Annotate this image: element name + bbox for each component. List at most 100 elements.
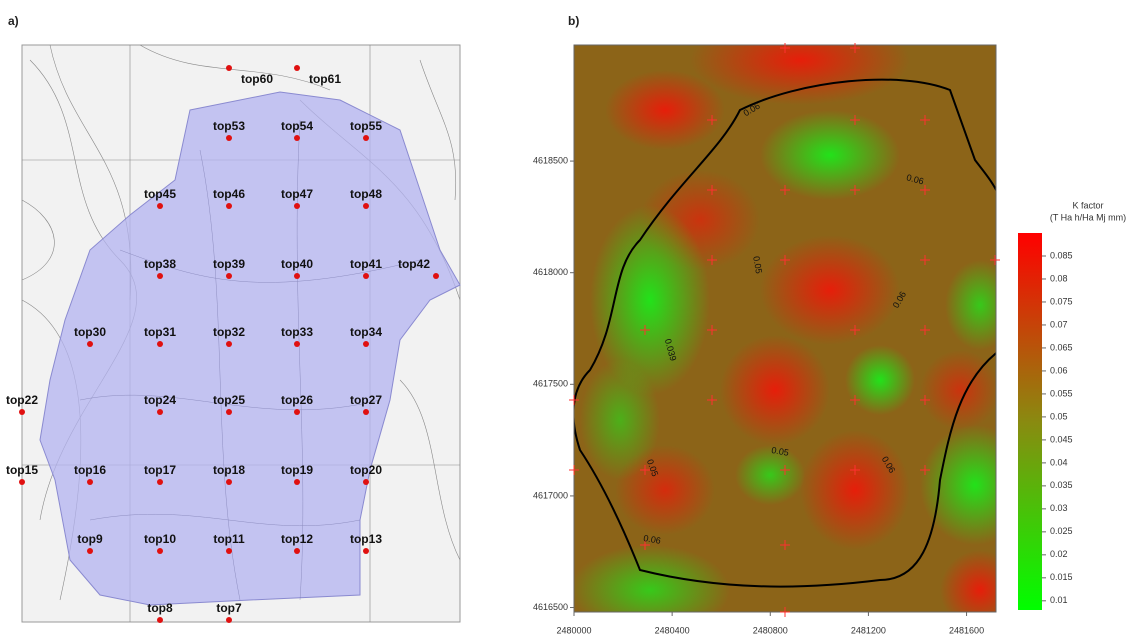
colorbar-tick-label: 0.04 bbox=[1050, 457, 1068, 467]
x-tick-label: 2480400 bbox=[655, 625, 690, 635]
point-label: top9 bbox=[77, 532, 103, 546]
sample-point bbox=[226, 135, 232, 141]
point-label: top60 bbox=[241, 72, 273, 86]
point-label: top25 bbox=[213, 393, 245, 407]
sample-point bbox=[157, 617, 163, 623]
sample-point bbox=[363, 135, 369, 141]
colorbar-tick-label: 0.055 bbox=[1050, 388, 1073, 398]
sample-point bbox=[363, 548, 369, 554]
sample-point bbox=[19, 479, 25, 485]
sample-point bbox=[87, 341, 93, 347]
colorbar-tick-label: 0.035 bbox=[1050, 480, 1073, 490]
point-label: top42 bbox=[398, 257, 430, 271]
point-label: top34 bbox=[350, 325, 382, 339]
point-label: top33 bbox=[281, 325, 313, 339]
point-label: top47 bbox=[281, 187, 313, 201]
x-tick-label: 2480800 bbox=[753, 625, 788, 635]
point-label: top24 bbox=[144, 393, 176, 407]
colorbar-tick-label: 0.065 bbox=[1050, 342, 1073, 352]
colorbar-tick-label: 0.025 bbox=[1050, 526, 1073, 536]
sample-point bbox=[157, 273, 163, 279]
point-label: top12 bbox=[281, 532, 313, 546]
point-label: top7 bbox=[216, 601, 242, 615]
sample-point bbox=[363, 409, 369, 415]
point-label: top22 bbox=[6, 393, 38, 407]
y-tick-label: 4618000 bbox=[533, 267, 568, 277]
sample-point bbox=[157, 409, 163, 415]
figure: a) b) top60top61top53top54top55top45top4… bbox=[0, 0, 1148, 637]
sample-point bbox=[226, 341, 232, 347]
x-tick-label: 2480000 bbox=[556, 625, 591, 635]
point-label: top40 bbox=[281, 257, 313, 271]
point-label: top41 bbox=[350, 257, 382, 271]
point-label: top45 bbox=[144, 187, 176, 201]
y-tick-label: 4616500 bbox=[533, 602, 568, 612]
sample-point bbox=[363, 273, 369, 279]
point-label: top17 bbox=[144, 463, 176, 477]
colorbar-tick-label: 0.085 bbox=[1050, 250, 1073, 260]
sample-point bbox=[294, 479, 300, 485]
point-label: top30 bbox=[74, 325, 106, 339]
sample-point bbox=[294, 65, 300, 71]
point-label: top18 bbox=[213, 463, 245, 477]
colorbar-tick-label: 0.08 bbox=[1050, 273, 1068, 283]
point-label: top32 bbox=[213, 325, 245, 339]
sample-point bbox=[294, 548, 300, 554]
y-tick-label: 4617500 bbox=[533, 379, 568, 389]
sample-point bbox=[157, 203, 163, 209]
point-label: top55 bbox=[350, 119, 382, 133]
sample-point bbox=[226, 479, 232, 485]
sample-point bbox=[363, 341, 369, 347]
colorbar-tick-label: 0.01 bbox=[1050, 595, 1068, 605]
point-label: top54 bbox=[281, 119, 313, 133]
sample-point bbox=[226, 548, 232, 554]
sample-point bbox=[157, 548, 163, 554]
sample-point bbox=[226, 617, 232, 623]
point-label: top16 bbox=[74, 463, 106, 477]
point-label: top15 bbox=[6, 463, 38, 477]
sample-point bbox=[294, 341, 300, 347]
sample-point bbox=[87, 548, 93, 554]
sample-point bbox=[294, 273, 300, 279]
sample-point bbox=[226, 203, 232, 209]
y-tick-label: 4618500 bbox=[533, 155, 568, 165]
colorbar-tick-label: 0.015 bbox=[1050, 572, 1073, 582]
x-tick-label: 2481200 bbox=[851, 625, 886, 635]
sample-point bbox=[157, 341, 163, 347]
x-tick-label: 2481600 bbox=[949, 625, 984, 635]
point-label: top27 bbox=[350, 393, 382, 407]
point-label: top8 bbox=[147, 601, 173, 615]
point-label: top11 bbox=[213, 532, 245, 546]
y-tick-label: 4617000 bbox=[533, 490, 568, 500]
sample-point bbox=[226, 273, 232, 279]
point-label: top10 bbox=[144, 532, 176, 546]
colorbar-tick-label: 0.07 bbox=[1050, 319, 1068, 329]
panel-label: a) bbox=[8, 14, 19, 28]
sample-point bbox=[294, 135, 300, 141]
sample-point bbox=[87, 479, 93, 485]
sample-point bbox=[19, 409, 25, 415]
point-label: top26 bbox=[281, 393, 313, 407]
point-label: top61 bbox=[309, 72, 341, 86]
contour-map bbox=[570, 15, 1045, 635]
point-label: top20 bbox=[350, 463, 382, 477]
sample-point bbox=[294, 203, 300, 209]
point-label: top31 bbox=[144, 325, 176, 339]
point-label: top48 bbox=[350, 187, 382, 201]
sample-point bbox=[226, 409, 232, 415]
colorbar-tick-label: 0.03 bbox=[1050, 503, 1068, 513]
sample-point bbox=[363, 479, 369, 485]
sample-point bbox=[433, 273, 439, 279]
colorbar-tick-label: 0.05 bbox=[1050, 411, 1068, 421]
colorbar-tick-label: 0.06 bbox=[1050, 365, 1068, 375]
colorbar-tick-label: 0.02 bbox=[1050, 549, 1068, 559]
sample-point bbox=[157, 479, 163, 485]
point-label: top53 bbox=[213, 119, 245, 133]
sample-point bbox=[363, 203, 369, 209]
colorbar-unit: (T Ha h/Ha Mj mm) bbox=[1050, 212, 1126, 222]
point-label: top19 bbox=[281, 463, 313, 477]
colorbar-title: K factor bbox=[1072, 200, 1103, 210]
colorbar-tick-label: 0.075 bbox=[1050, 296, 1073, 306]
point-label: top13 bbox=[350, 532, 382, 546]
point-label: top46 bbox=[213, 187, 245, 201]
